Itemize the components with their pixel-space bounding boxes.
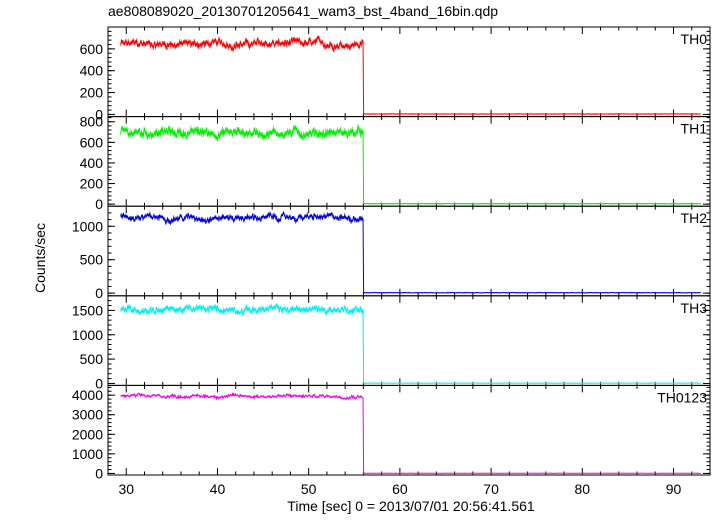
series-line: [120, 303, 701, 384]
y-tick-label: 1000: [72, 327, 103, 343]
y-tick-label: 600: [80, 41, 104, 57]
y-tick-label: 1000: [72, 218, 103, 234]
panel-label: TH1: [681, 121, 708, 137]
panel-label: TH3: [681, 300, 708, 316]
x-axis-label: Time [sec] 0 = 2013/07/01 20:56:41.561: [287, 498, 535, 514]
x-tick-label: 70: [483, 481, 499, 497]
error-bars: [120, 211, 701, 294]
series-line: [120, 211, 701, 294]
chart-title: ae808089020_20130701205641_wam3_bst_4ban…: [108, 3, 498, 19]
y-tick-label: 600: [80, 134, 104, 150]
panel-label: TH0123: [657, 389, 707, 405]
series-line: [120, 392, 701, 474]
panel-frame: [107, 384, 711, 476]
y-tick-label: 0: [95, 465, 103, 481]
y-tick-label: 500: [80, 351, 104, 367]
panel-frame: [107, 26, 711, 118]
y-tick-label: 4000: [72, 387, 103, 403]
error-bars: [120, 35, 701, 115]
panel-label: TH2: [681, 210, 708, 226]
y-tick-label: 0: [95, 285, 103, 301]
panel-label: TH0: [681, 31, 708, 47]
x-tick-label: 90: [666, 481, 682, 497]
x-tick-label: 50: [301, 481, 317, 497]
y-tick-label: 400: [80, 155, 104, 171]
y-axis-label: Counts/sec: [32, 223, 48, 293]
series-line: [120, 125, 701, 205]
y-tick-label: 3000: [72, 407, 103, 423]
y-tick-label: 1500: [72, 302, 103, 318]
y-tick-label: 2000: [72, 426, 103, 442]
y-tick-label: 400: [80, 63, 104, 79]
error-bars: [120, 302, 701, 384]
y-tick-label: 0: [95, 106, 103, 122]
x-tick-label: 40: [210, 481, 226, 497]
error-bars: [120, 392, 701, 474]
y-tick-label: 1000: [72, 446, 103, 462]
y-tick-label: 200: [80, 85, 104, 101]
y-tick-label: 500: [80, 252, 104, 268]
series-line: [120, 36, 701, 115]
x-tick-label: 30: [118, 481, 134, 497]
y-tick-label: 0: [95, 375, 103, 391]
x-tick-label: 80: [575, 481, 591, 497]
x-tick-label: 60: [392, 481, 408, 497]
y-tick-label: 800: [80, 114, 104, 130]
y-tick-label: 0: [95, 196, 103, 212]
y-tick-label: 200: [80, 176, 104, 192]
error-bars: [120, 123, 701, 205]
